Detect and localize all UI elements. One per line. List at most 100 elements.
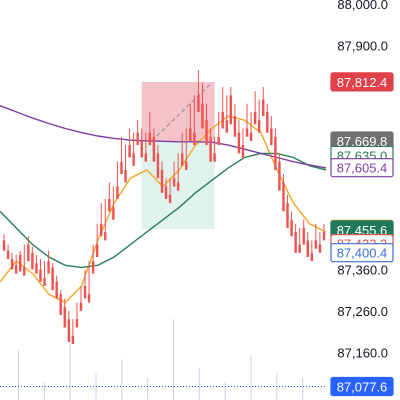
candle-body xyxy=(318,244,322,253)
candle-body xyxy=(164,186,168,199)
candle-body xyxy=(43,277,46,287)
volume-bar xyxy=(224,382,226,400)
price-badge: 87,077.6 xyxy=(330,376,394,397)
candle-body xyxy=(120,161,123,175)
candle-body xyxy=(286,203,289,228)
candle-body xyxy=(257,120,261,133)
candle-body xyxy=(306,240,309,257)
price-badge: 87,605.4 xyxy=(330,158,394,178)
candle-body xyxy=(148,132,152,146)
candle-body xyxy=(136,132,139,146)
volume-bar xyxy=(18,350,19,400)
price-tick-label: 87,260.0 xyxy=(337,304,388,319)
volume-bar xyxy=(147,377,149,400)
candle-body xyxy=(132,153,135,166)
candle-body xyxy=(245,128,249,137)
volume-bar xyxy=(69,332,71,400)
price-badge-label: 87,605.4 xyxy=(337,161,388,176)
candlesticks xyxy=(2,70,326,345)
price-tick-label: 88,000.0 xyxy=(337,0,388,12)
candle-body xyxy=(140,140,143,158)
candle-body xyxy=(225,120,228,133)
price-badge-label: 87,077.6 xyxy=(337,379,388,394)
volume-layer xyxy=(18,319,304,400)
price-badge-box xyxy=(330,243,394,263)
candle-body xyxy=(91,261,95,274)
candle-body xyxy=(67,319,71,342)
price-badge: 87,669.8 xyxy=(330,131,394,151)
candle-body xyxy=(23,267,26,276)
candle-body xyxy=(233,116,237,137)
candle-body xyxy=(213,153,216,162)
volume-bar xyxy=(43,382,45,400)
candle-body xyxy=(63,306,66,328)
volume-bar xyxy=(173,319,174,400)
candle-body xyxy=(100,223,103,237)
candle-body xyxy=(209,136,212,162)
candle-body xyxy=(229,95,233,125)
price-badge-label: 87,669.8 xyxy=(337,134,388,149)
candle-body xyxy=(172,178,176,187)
volume-bar xyxy=(250,355,252,400)
candle-body xyxy=(160,169,164,193)
candle-body xyxy=(39,269,42,282)
candle-body xyxy=(75,319,79,328)
candle-body xyxy=(314,240,318,249)
candle-body xyxy=(217,136,220,146)
candle-body xyxy=(144,153,147,162)
candle-body xyxy=(266,111,269,133)
candle-body xyxy=(185,161,188,170)
candle-body xyxy=(35,263,38,274)
candle-body xyxy=(241,145,245,158)
moving-average-slow-line xyxy=(0,152,327,269)
volume-bar xyxy=(121,359,123,400)
candle-body xyxy=(168,194,172,204)
candle-body xyxy=(197,95,200,112)
candle-body xyxy=(205,120,208,146)
candle-body xyxy=(6,250,10,260)
candle-body xyxy=(10,259,14,270)
candle-body xyxy=(47,261,50,274)
candle-body xyxy=(128,145,131,158)
candle-body xyxy=(298,244,301,253)
candle-body xyxy=(27,244,30,262)
candle-body xyxy=(31,252,34,270)
price-tick-label: 87,160.0 xyxy=(337,345,388,360)
price-badge-label: 87,812.4 xyxy=(337,75,388,90)
candle-body xyxy=(189,128,192,141)
candle-body xyxy=(104,232,107,241)
candle-body xyxy=(290,219,293,237)
price-badge-box xyxy=(330,376,394,397)
candle-body xyxy=(2,240,6,251)
price-badge: 87,400.4 xyxy=(330,243,394,263)
candle-body xyxy=(124,169,127,183)
candle-body xyxy=(237,132,241,154)
volume-bar xyxy=(198,368,200,400)
candle-body xyxy=(282,182,285,212)
candle-body xyxy=(83,286,87,299)
candle-body xyxy=(108,198,111,212)
candle-body xyxy=(51,267,54,291)
candle-body xyxy=(201,103,204,129)
candle-body xyxy=(156,153,160,179)
candle-body xyxy=(59,294,62,316)
candle-body xyxy=(249,132,253,141)
candle-body xyxy=(55,281,58,299)
candle-body xyxy=(87,294,91,303)
candle-body xyxy=(152,136,156,162)
candle-body xyxy=(294,232,297,253)
price-badge-box xyxy=(330,158,394,178)
candle-body xyxy=(19,254,22,272)
candle-body xyxy=(71,335,75,345)
candle-body xyxy=(193,132,196,146)
price-tick-label: 87,360.0 xyxy=(337,262,388,277)
price-badges: 87,812.487,669.887,635.087,605.487,456.8… xyxy=(330,72,394,397)
candle-body xyxy=(116,186,119,199)
candle-body xyxy=(14,265,18,274)
candle-body xyxy=(181,153,184,166)
volume-bar xyxy=(302,377,304,400)
candle-body xyxy=(176,182,180,191)
price-axis[interactable]: 88,000.0 87,900.0 87,360.0 87,260.0 87,160.0 xyxy=(337,0,388,360)
